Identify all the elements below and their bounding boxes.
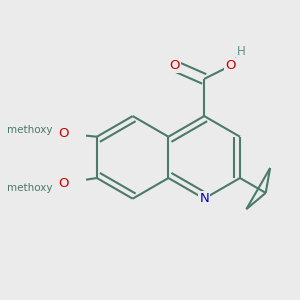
Text: O: O bbox=[58, 177, 69, 190]
Text: N: N bbox=[199, 192, 209, 205]
Text: O: O bbox=[225, 59, 236, 72]
Text: O: O bbox=[169, 59, 180, 72]
Text: methoxy: methoxy bbox=[7, 183, 53, 193]
Text: O: O bbox=[58, 127, 68, 140]
Text: H: H bbox=[237, 44, 246, 58]
Text: methoxy: methoxy bbox=[7, 125, 52, 135]
